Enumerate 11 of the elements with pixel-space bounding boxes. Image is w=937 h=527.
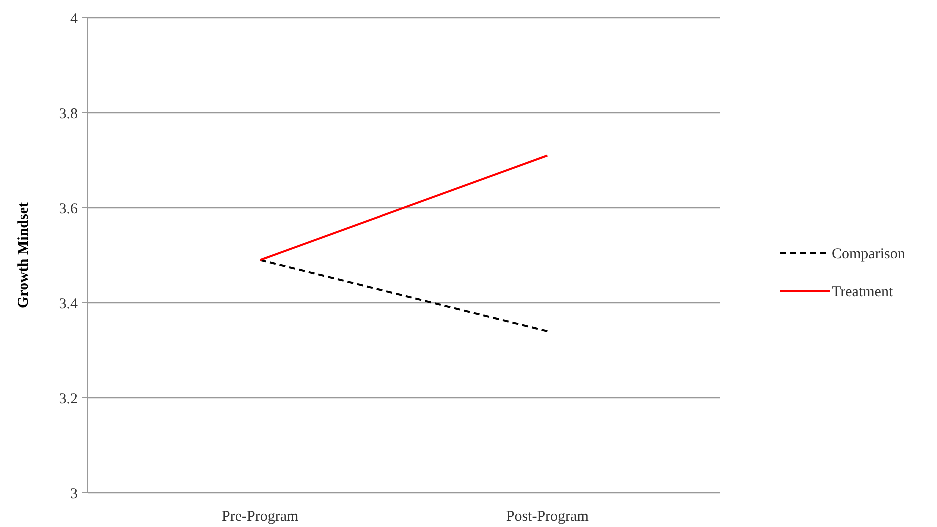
y-axis-title: Growth Mindset — [16, 202, 32, 308]
legend-label: Treatment — [832, 284, 894, 300]
y-tick-label: 3.8 — [59, 106, 78, 122]
x-tick-label: Pre-Program — [222, 509, 300, 525]
y-tick-label: 3.4 — [59, 296, 78, 312]
y-tick-label: 4 — [70, 11, 78, 28]
y-tick-label: 3.2 — [59, 391, 78, 408]
x-tick-label: Post-Program — [506, 509, 590, 525]
y-tick-label: 3.6 — [59, 201, 78, 218]
legend-label: Comparison — [832, 246, 906, 262]
y-tick-label: 3 — [70, 486, 78, 502]
